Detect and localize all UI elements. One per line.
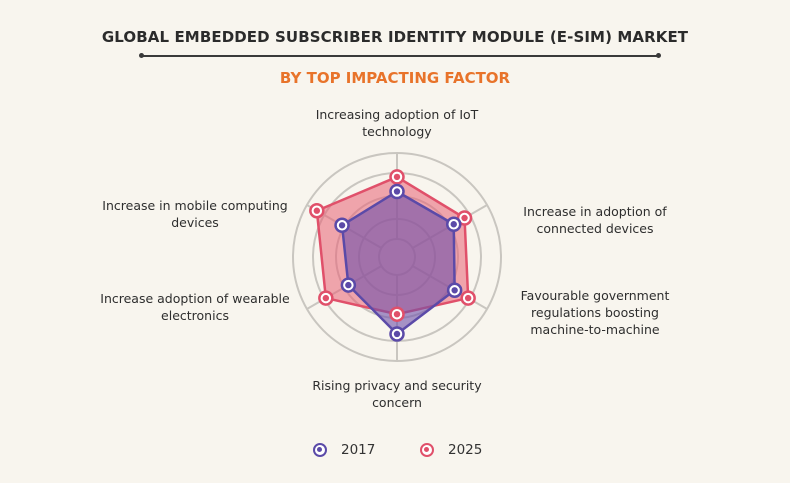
data-point-dot <box>313 207 321 214</box>
data-point-dot <box>461 214 468 222</box>
legend-marker-2025-icon <box>420 443 434 457</box>
data-point-dot <box>393 311 401 318</box>
chart-subtitle: BY TOP IMPACTING FACTOR <box>279 69 511 87</box>
axis-label-line: technology <box>362 124 432 139</box>
axis-label-line: devices <box>171 215 219 230</box>
axis-label-privacy-security: Rising privacy and security concern <box>297 377 497 411</box>
legend-label-2025: 2025 <box>448 442 483 458</box>
axis-label-line: Rising privacy and security <box>312 378 482 393</box>
axis-label-line: Increase adoption of wearable <box>100 291 290 306</box>
axis-label-line: Increasing adoption of IoT <box>315 107 479 122</box>
axis-label-connected-devices: Increase in adoption of connected device… <box>500 203 690 237</box>
data-point-dot <box>393 330 401 338</box>
axis-label-wearable-electronics: Increase adoption of wearable electronic… <box>90 290 300 324</box>
title-divider <box>139 53 661 58</box>
data-point-dot <box>393 188 401 195</box>
axis-label-line: concern <box>372 395 422 410</box>
radar-series <box>309 169 476 342</box>
axis-label-line: Favourable government <box>520 288 670 303</box>
data-point-dot <box>393 173 401 181</box>
legend-item-2025[interactable]: 2025 <box>420 440 482 460</box>
data-point-dot <box>345 281 352 289</box>
data-point-dot <box>322 294 330 302</box>
legend-marker-2017-icon <box>313 443 327 457</box>
axis-label-line: connected devices <box>536 221 654 236</box>
legend-label-2017: 2017 <box>341 442 376 458</box>
chart-title: GLOBAL EMBEDDED SUBSCRIBER IDENTITY MODU… <box>101 28 689 46</box>
axis-label-line: regulations boosting <box>531 305 659 320</box>
axis-label-line: Increase in mobile computing <box>102 198 288 213</box>
legend-item-2017[interactable]: 2017 <box>313 440 375 460</box>
data-point-dot <box>464 294 472 302</box>
data-point-dot <box>338 222 346 229</box>
data-point-dot <box>451 287 458 294</box>
axis-label-line: Increase in adoption of <box>523 204 667 219</box>
axis-label-iot: Increasing adoption of IoT technology <box>297 106 497 140</box>
data-point-dot <box>450 221 457 228</box>
axis-label-mobile-computing: Increase in mobile computing devices <box>90 197 300 231</box>
axis-label-government-regulations: Favourable government regulations boosti… <box>500 287 690 338</box>
radar-ring <box>292 152 502 362</box>
axis-label-line: machine-to-machine <box>530 322 660 337</box>
axis-label-line: electronics <box>161 308 229 323</box>
